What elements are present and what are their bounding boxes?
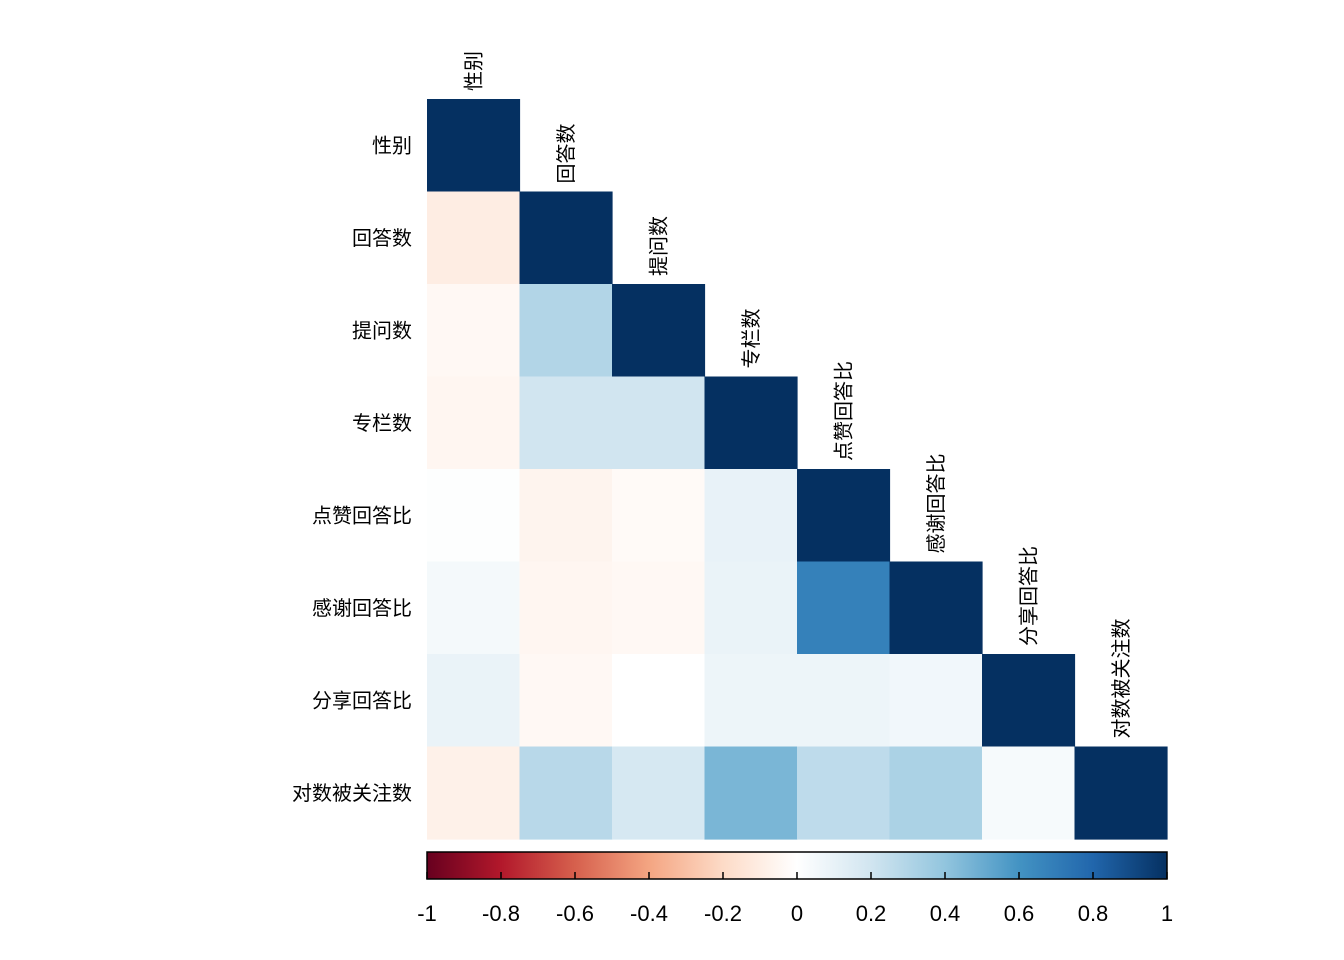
heatmap-cell [612, 654, 706, 748]
column-label: 对数被关注数 [1109, 619, 1133, 739]
heatmap-cell [889, 746, 983, 840]
row-label: 点赞回答比 [312, 503, 412, 527]
heatmap-cell [427, 469, 521, 563]
column-label: 提问数 [646, 216, 670, 276]
heatmap-cell [427, 191, 521, 285]
heatmap-cell [519, 654, 613, 748]
heatmap-cell [889, 654, 983, 748]
colorbar-tick-label: -0.2 [704, 901, 742, 926]
heatmap-cell [612, 469, 706, 563]
heatmap-cell [519, 561, 613, 655]
heatmap-cell [427, 654, 521, 748]
heatmap-cells [427, 99, 1168, 840]
colorbar-tick-label: 0 [791, 901, 803, 926]
heatmap-cell [427, 746, 521, 840]
colorbar-tick-label: 0.6 [1004, 901, 1035, 926]
colorbar: -1 -0.8 -0.6 -0.4 -0.2 0 0.2 0.4 0.6 0.8 1 [417, 851, 1173, 926]
heatmap-cell [519, 746, 613, 840]
row-label: 对数被关注数 [292, 781, 412, 805]
row-label: 提问数 [352, 318, 412, 342]
heatmap-cell [704, 469, 798, 563]
heatmap-cell [519, 191, 613, 285]
row-label: 性别 [372, 133, 412, 157]
column-label: 回答数 [554, 124, 578, 184]
heatmap-cell [889, 561, 983, 655]
column-label: 感谢回答比 [924, 454, 948, 554]
heatmap-cell [427, 376, 521, 470]
heatmap-cell [612, 284, 706, 378]
colorbar-ticks: -1 -0.8 -0.6 -0.4 -0.2 0 0.2 0.4 0.6 0.8 1 [417, 872, 1173, 926]
heatmap-cell [1074, 746, 1168, 840]
heatmap-cell [519, 284, 613, 378]
row-label: 专栏数 [352, 411, 412, 435]
heatmap-cell [704, 376, 798, 470]
heatmap-cell [427, 284, 521, 378]
colorbar-tick-label: 0.8 [1078, 901, 1109, 926]
colorbar-tick-label: -0.8 [482, 901, 520, 926]
heatmap-cell [982, 654, 1076, 748]
colorbar-tick-label: 0.2 [856, 901, 887, 926]
heatmap-cell [797, 469, 891, 563]
colorbar-tick-label: 0.4 [930, 901, 961, 926]
column-label: 点赞回答比 [831, 361, 855, 461]
heatmap-cell [704, 654, 798, 748]
heatmap-cell [519, 376, 613, 470]
heatmap-cell [704, 746, 798, 840]
colorbar-tick-label: 1 [1161, 901, 1173, 926]
colorbar-tick-label: -1 [417, 901, 437, 926]
row-label: 感谢回答比 [312, 596, 412, 620]
row-label: 分享回答比 [312, 688, 412, 712]
heatmap-cell [427, 561, 521, 655]
column-label: 分享回答比 [1016, 546, 1040, 646]
heatmap-cell [612, 746, 706, 840]
column-label: 性别 [461, 51, 485, 91]
heatmap-cell [427, 99, 521, 193]
heatmap-cell [982, 746, 1076, 840]
row-label: 回答数 [352, 226, 412, 250]
heatmap-cell [519, 469, 613, 563]
heatmap-cell [704, 561, 798, 655]
heatmap-cell [797, 654, 891, 748]
heatmap-cell [612, 561, 706, 655]
colorbar-tick-label: -0.6 [556, 901, 594, 926]
column-label: 专栏数 [739, 309, 763, 369]
heatmap-cell [797, 561, 891, 655]
heatmap-cell [797, 746, 891, 840]
heatmap-cell [612, 376, 706, 470]
colorbar-tick-label: -0.4 [630, 901, 668, 926]
